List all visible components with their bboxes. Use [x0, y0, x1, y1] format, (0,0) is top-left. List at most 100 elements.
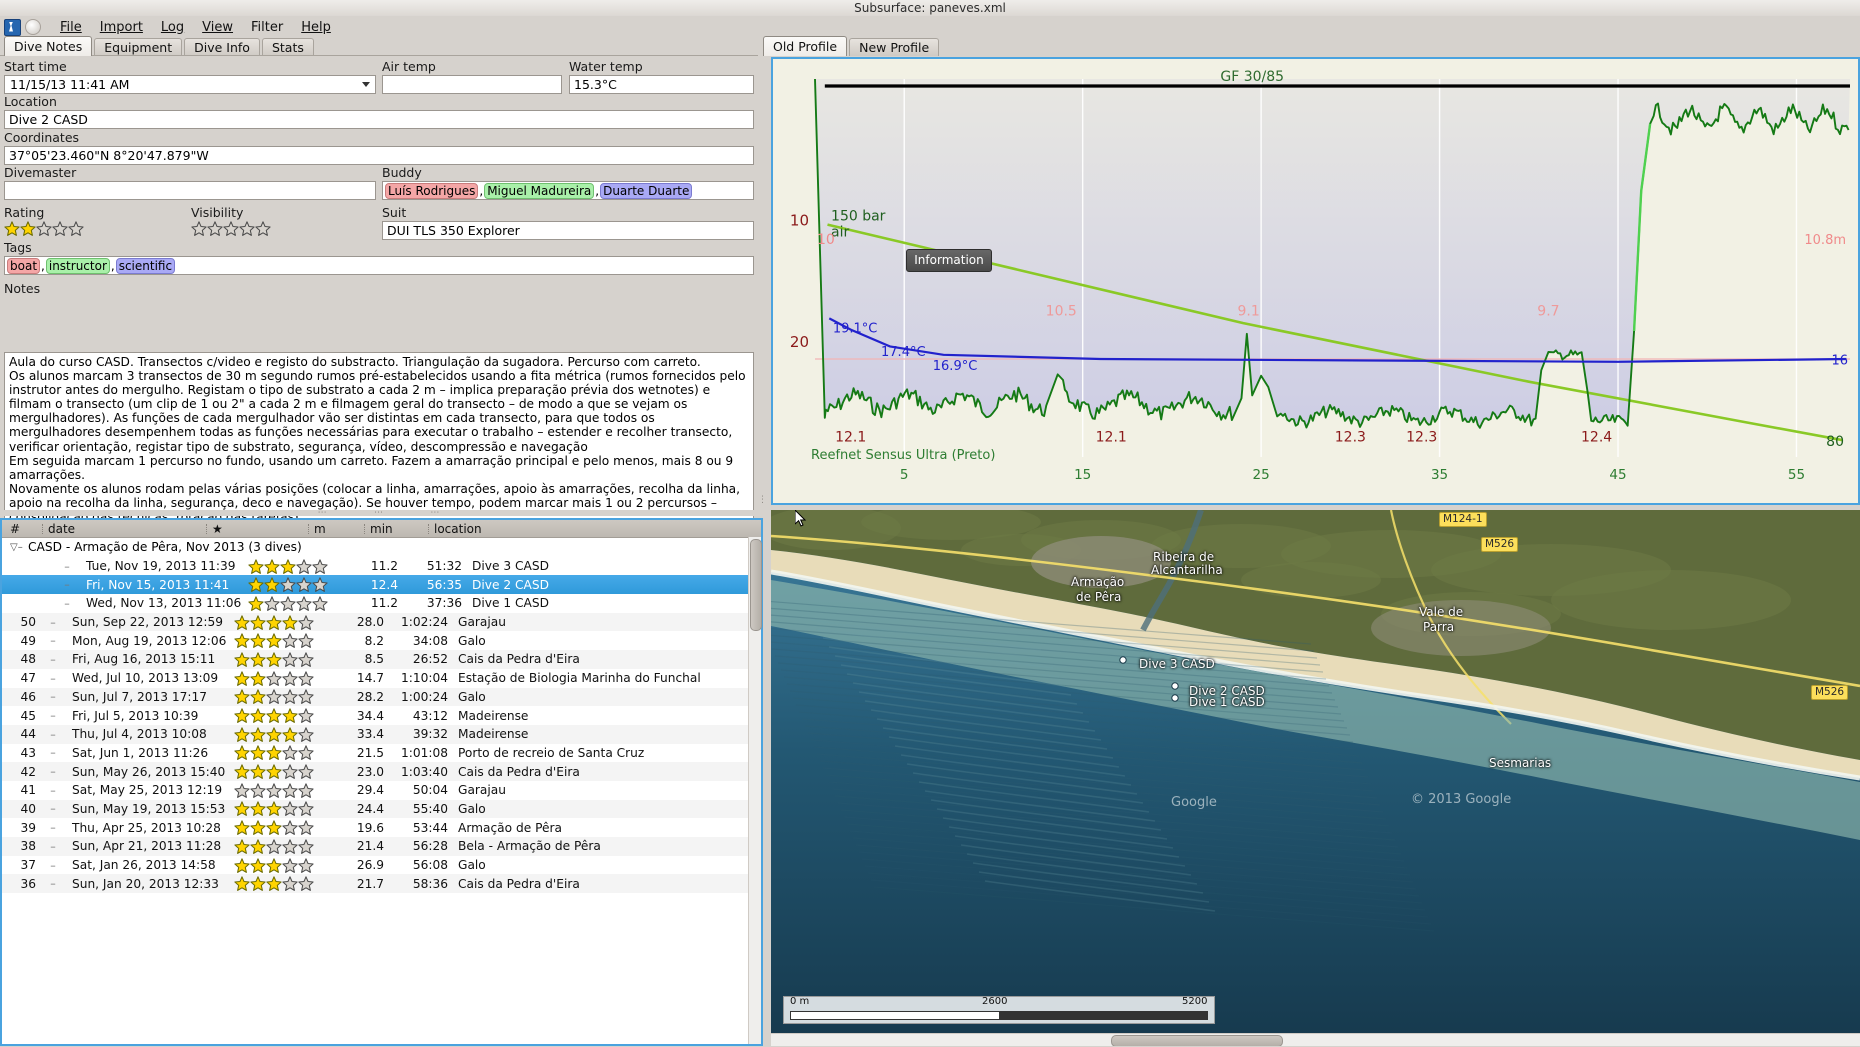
dive-list-scrollbar[interactable] — [748, 537, 762, 1044]
menu-item-help[interactable]: Help — [301, 19, 331, 35]
visibility-stars[interactable] — [191, 221, 271, 236]
dive-list-row[interactable]: 42– Sun, May 26, 2013 15:40 23.0 1:03:40 Cai… — [2, 762, 761, 781]
star-icon — [234, 708, 250, 723]
dive-list-row[interactable]: 49– Mon, Aug 19, 2013 12:06 8.2 34:08 Galo — [2, 631, 761, 650]
tab-stats[interactable]: Stats — [261, 38, 314, 56]
dive-list-row[interactable]: 36– Sun, Jan 20, 2013 12:33 21.7 58:36 Cais … — [2, 874, 761, 894]
column-header-number[interactable]: # — [10, 521, 21, 536]
row-date: Thu, Apr 25, 2013 10:28 — [72, 820, 221, 835]
menu-item-file[interactable]: File — [60, 19, 82, 35]
dive-group-row[interactable]: ▽– CASD - Armação de Pêra, Nov 2013 (3 di… — [2, 538, 761, 557]
depth-annotation: 12.4 — [1581, 430, 1612, 446]
tab-dive-notes[interactable]: Dive Notes — [4, 36, 93, 56]
location-input[interactable]: Dive 2 CASD — [4, 110, 754, 129]
star-icon — [298, 745, 314, 761]
row-location: Madeirense — [458, 708, 529, 723]
map-scrollbar-thumb[interactable] — [1111, 1035, 1283, 1046]
tag-chip[interactable]: instructor — [45, 257, 110, 274]
row-rating — [230, 670, 332, 686]
row-location: Galo — [458, 689, 486, 704]
tree-branch-icon: – — [50, 858, 56, 872]
tab-old-profile[interactable]: Old Profile — [763, 36, 848, 56]
tags-label: Tags — [4, 240, 32, 255]
dive-list-row[interactable]: 50– Sun, Sep 22, 2013 12:59 28.0 1:02:24 Gar… — [2, 612, 761, 632]
star-icon — [20, 221, 36, 236]
column-header-location[interactable]: location — [426, 522, 761, 536]
column-header-date[interactable]: date — [40, 522, 204, 536]
tag-chip[interactable]: scientific — [115, 257, 176, 274]
water-temp-input[interactable]: 15.3°C — [569, 75, 754, 94]
star-icon — [250, 614, 266, 630]
tab-new-profile[interactable]: New Profile — [849, 38, 940, 56]
dive-list-row[interactable]: 45– Fri, Jul 5, 2013 10:39 34.4 43:12 Madeir… — [2, 706, 761, 725]
dive-profile-chart[interactable]: 10 20 5 15 25 35 45 55 Reefnet Sensus Ultra (Pre… — [771, 57, 1860, 505]
star-icon — [250, 839, 266, 854]
buddy-chip[interactable]: Luís Rodrigues — [385, 182, 479, 199]
dive-list-rows[interactable]: ▽– CASD - Armação de Pêra, Nov 2013 (3 di… — [2, 538, 761, 1047]
dive-list-row[interactable]: 47– Wed, Jul 10, 2013 13:09 14.7 1:10:04 Est… — [2, 669, 761, 688]
star-icon — [264, 558, 280, 574]
tags-input[interactable]: boat, instructor, scientific — [4, 256, 754, 275]
dive-list-row[interactable]: 48– Fri, Aug 16, 2013 15:11 8.5 26:52 Cais d… — [2, 650, 761, 669]
row-number: 40 — [20, 801, 36, 816]
star-icon — [312, 596, 328, 611]
scrollbar-thumb[interactable] — [750, 539, 762, 631]
dive-list-row[interactable]: 39– Thu, Apr 25, 2013 10:28 19.6 53:44 Armaç… — [2, 818, 761, 837]
row-depth: 26.9 — [356, 858, 384, 873]
expand-chevron-icon[interactable]: ▽– — [10, 541, 23, 553]
suit-input[interactable]: DUI TLS 350 Explorer — [382, 221, 754, 240]
menu-item-log[interactable]: Log — [160, 19, 185, 35]
row-location: Armação de Pêra — [458, 820, 562, 835]
dive-list-row[interactable]: 38– Sun, Apr 21, 2013 11:28 21.4 56:28 Bela … — [2, 837, 761, 856]
coordinates-input[interactable]: 37°05'23.460"N 8°20'47.879"W — [4, 146, 754, 165]
menu-item-view[interactable]: View — [202, 19, 234, 35]
tag-chip[interactable]: boat — [7, 257, 41, 274]
y-axis-tick: 10 — [790, 211, 809, 229]
dive-site-map[interactable]: Armação de Pêra Ribeira de Alcantarilha Vale… — [771, 510, 1860, 1046]
map-horizontal-scrollbar[interactable] — [771, 1033, 1860, 1046]
row-rating — [230, 633, 332, 649]
dive-list-row[interactable]: 40– Sun, May 19, 2013 15:53 24.4 55:40 Galo — [2, 799, 761, 819]
row-depth: 33.4 — [356, 727, 384, 742]
dive-list-row[interactable]: 46– Sun, Jul 7, 2013 17:17 28.2 1:00:24 Galo — [2, 687, 761, 707]
column-header-depth[interactable]: m — [306, 522, 362, 536]
dive-list-row[interactable]: 43– Sat, Jun 1, 2013 11:26 21.5 1:01:08 Port… — [2, 744, 761, 763]
dive-list-row[interactable]: 41– Sat, May 25, 2013 12:19 29.4 50:04 Garaj… — [2, 781, 761, 800]
menu-item-import[interactable]: Import — [99, 19, 143, 35]
dive-list-row[interactable]: – Tue, Nov 19, 2013 11:39 11.2 51:32 Dive 3 … — [2, 557, 761, 576]
buddy-chip[interactable]: Duarte Duarte — [600, 182, 693, 199]
buddy-chip[interactable]: Miguel Madureira — [484, 182, 595, 199]
start-time-input[interactable]: 11/15/13 11:41 AM — [4, 75, 376, 94]
row-rating — [230, 764, 332, 779]
gas-type-label: air — [831, 225, 849, 241]
air-temp-input[interactable] — [382, 75, 562, 94]
star-icon — [68, 221, 84, 236]
divemaster-input[interactable] — [4, 181, 376, 200]
left-tab-bar: Dive Notes Equipment Dive Info Stats — [4, 36, 316, 56]
row-number: 50 — [20, 615, 36, 630]
dive-list-row[interactable]: – Fri, Nov 15, 2013 11:41 12.4 56:35 Dive 2 … — [2, 575, 761, 595]
column-header-duration[interactable]: min — [362, 522, 426, 536]
row-location: Galo — [458, 801, 486, 816]
menu-item-filter[interactable]: Filter — [251, 19, 284, 35]
rating-stars[interactable] — [4, 221, 84, 236]
dive-list-row[interactable]: – Wed, Nov 13, 2013 11:06 11.2 37:36 Dive 1 … — [2, 594, 761, 613]
tab-equipment[interactable]: Equipment — [94, 38, 183, 56]
information-button[interactable]: Information — [906, 249, 992, 272]
star-icon — [298, 726, 314, 742]
tree-branch-icon: – — [50, 877, 56, 891]
star-icon — [255, 221, 271, 236]
buddy-input[interactable]: Luís Rodrigues, Miguel Madureira, Duarte… — [382, 181, 754, 200]
horizontal-splitter[interactable]: ⋯ ⋯ ⋯ — [0, 509, 758, 518]
temperature-annotation: 16 — [1831, 354, 1848, 369]
water-temp-label: Water temp — [569, 59, 643, 74]
map-scale-bar: 0 m 2600 5200 — [783, 996, 1215, 1024]
column-header-rating[interactable]: ★ — [204, 522, 306, 536]
map-label: Ribeira de — [1153, 550, 1215, 564]
tab-dive-info[interactable]: Dive Info — [184, 38, 260, 56]
dive-list-row[interactable]: 44– Thu, Jul 4, 2013 10:08 33.4 39:32 Madeir… — [2, 724, 761, 744]
star-icon — [296, 577, 312, 593]
row-date: Fri, Aug 16, 2013 15:11 — [72, 652, 216, 667]
row-location: Garajau — [458, 615, 506, 630]
dive-list-row[interactable]: 37– Sat, Jan 26, 2013 14:58 26.9 56:08 Galo — [2, 856, 761, 875]
